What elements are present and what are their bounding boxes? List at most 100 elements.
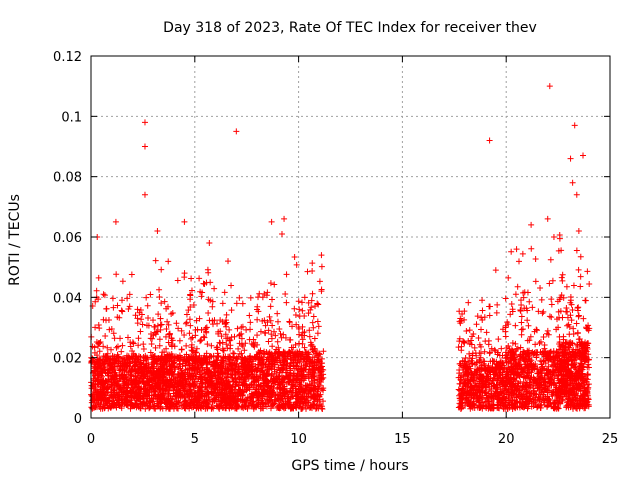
data-point xyxy=(143,294,150,301)
data-point xyxy=(110,372,117,379)
data-point xyxy=(152,257,159,264)
data-point xyxy=(135,342,142,349)
data-point xyxy=(119,278,126,285)
data-point xyxy=(99,384,106,391)
data-point xyxy=(98,389,105,396)
data-point xyxy=(111,373,118,380)
data-point xyxy=(114,351,121,358)
data-point xyxy=(145,400,152,407)
data-point xyxy=(144,302,151,309)
data-point xyxy=(89,405,96,412)
data-point xyxy=(107,403,114,410)
data-point xyxy=(92,324,99,331)
data-point xyxy=(125,381,132,388)
data-point xyxy=(149,335,156,342)
data-point xyxy=(98,396,105,403)
data-point xyxy=(104,398,111,405)
data-point xyxy=(147,349,154,356)
data-point xyxy=(139,321,146,328)
data-point xyxy=(137,398,144,405)
data-point xyxy=(138,311,145,318)
data-point xyxy=(186,330,193,337)
data-point xyxy=(124,334,131,341)
data-point xyxy=(144,373,151,380)
data-point xyxy=(104,370,111,377)
data-point xyxy=(128,389,135,396)
data-point xyxy=(114,382,121,389)
data-point xyxy=(118,307,125,314)
data-point xyxy=(120,384,127,391)
data-point xyxy=(127,405,134,412)
data-point xyxy=(95,343,102,350)
data-point xyxy=(196,275,203,282)
data-point xyxy=(142,405,149,412)
data-point xyxy=(116,401,123,408)
data-point xyxy=(127,399,134,406)
data-point xyxy=(121,371,128,378)
data-point xyxy=(110,330,117,337)
data-point xyxy=(165,339,172,346)
data-point xyxy=(96,357,103,364)
data-point xyxy=(155,311,162,318)
data-point xyxy=(103,305,110,312)
data-point xyxy=(93,287,100,294)
data-point xyxy=(101,364,108,371)
data-point xyxy=(137,328,144,335)
data-point xyxy=(147,291,154,298)
data-point xyxy=(103,354,110,361)
data-point xyxy=(186,316,193,323)
data-point xyxy=(127,343,134,350)
data-point xyxy=(92,401,99,408)
data-point xyxy=(100,316,107,323)
data-point xyxy=(188,287,195,294)
data-point xyxy=(132,312,139,319)
data-point xyxy=(111,392,118,399)
data-point xyxy=(142,355,149,362)
data-point xyxy=(109,295,116,302)
data-point xyxy=(111,335,118,342)
data-point xyxy=(141,395,148,402)
data-point xyxy=(135,335,142,342)
data-point xyxy=(96,325,103,332)
data-point xyxy=(119,297,126,304)
data-point xyxy=(140,345,147,352)
data-point xyxy=(134,315,141,322)
data-point xyxy=(147,397,154,404)
data-point xyxy=(136,385,143,392)
data-point xyxy=(92,377,99,384)
data-point xyxy=(138,369,145,376)
data-point xyxy=(96,348,103,355)
data-point xyxy=(124,295,131,302)
data-point xyxy=(187,292,194,299)
data-point xyxy=(91,391,98,398)
data-point xyxy=(131,383,138,390)
data-point xyxy=(126,393,133,400)
data-point xyxy=(110,360,117,367)
data-point xyxy=(135,363,142,370)
data-point xyxy=(146,369,153,376)
data-point xyxy=(101,366,108,373)
data-point xyxy=(132,368,139,375)
data-point xyxy=(116,385,123,392)
data-point xyxy=(140,375,147,382)
data-point xyxy=(134,306,141,313)
data-point xyxy=(95,378,102,385)
data-point xyxy=(103,386,110,393)
data-point xyxy=(165,321,172,328)
data-point xyxy=(97,403,104,410)
data-point xyxy=(116,314,123,321)
data-point xyxy=(140,341,147,348)
data-point xyxy=(113,271,120,278)
data-point xyxy=(148,341,155,348)
data-point xyxy=(91,360,98,367)
data-point xyxy=(119,363,126,370)
data-point xyxy=(133,377,140,384)
data-point xyxy=(110,403,117,410)
data-point xyxy=(163,345,170,352)
data-point xyxy=(95,274,102,281)
data-point xyxy=(101,392,108,399)
data-point xyxy=(117,335,124,342)
data-point xyxy=(100,291,107,298)
data-point xyxy=(94,365,101,372)
data-point xyxy=(100,356,107,363)
